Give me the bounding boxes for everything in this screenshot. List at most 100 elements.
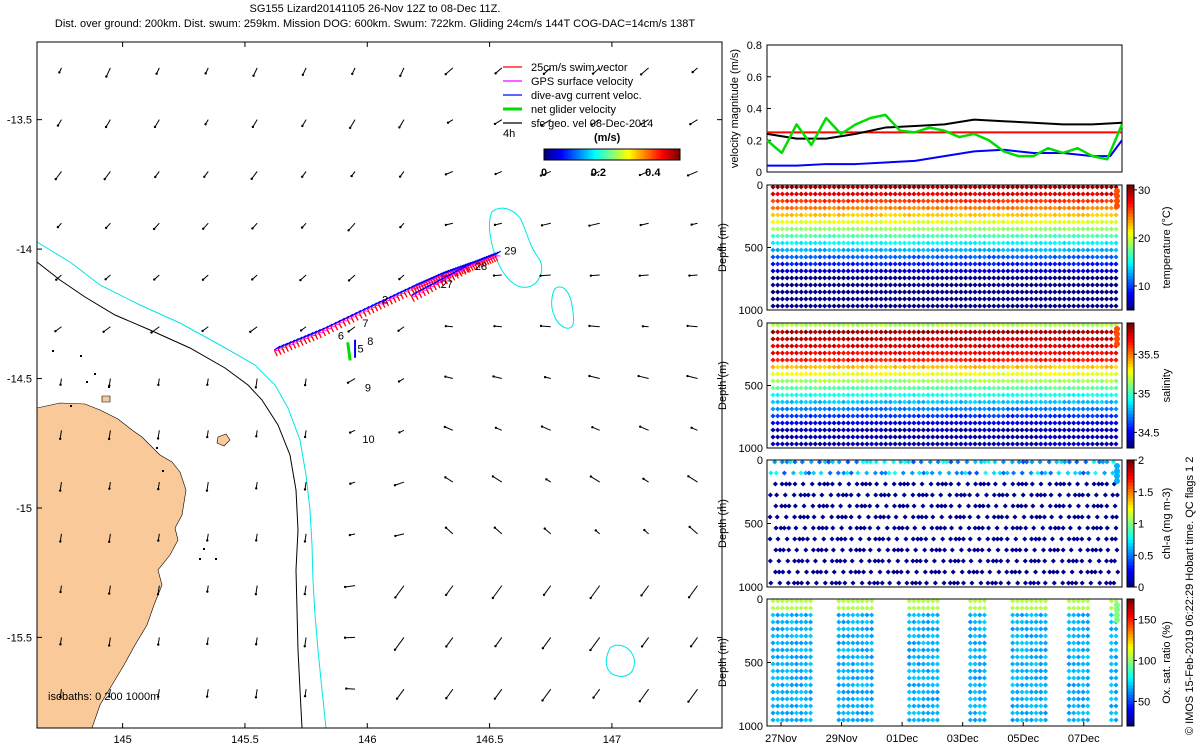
swim-vector [421,289,426,297]
profile-sample [1005,261,1011,267]
profile-sample [949,205,955,211]
geostrophic-arrow [108,533,111,542]
gps-vector [494,254,501,257]
colorbar-tick-label: 0.5 [1138,550,1153,562]
geostrophic-arrow [105,67,111,77]
profile-sample [1010,282,1016,288]
arrow-head [540,425,544,428]
arrow-head [640,594,643,597]
profile-sample [906,296,912,302]
colorbar-cell [1127,194,1134,198]
depth-tick-label: 1000 [739,305,763,317]
colorbar-cell [670,149,673,160]
arrow-head [397,329,400,332]
profile-sample [939,282,945,288]
colorbar-cell [1127,485,1134,490]
profile-sample [953,289,959,295]
arrow-head [54,330,57,333]
profile-sample [949,212,955,218]
profile-sample [911,191,917,197]
profile-sample [925,296,931,302]
profile-sample [803,261,809,267]
arrow-head [493,223,497,227]
profile-sample [869,261,875,267]
swim-vector [465,266,470,273]
day-label: 8 [367,336,373,348]
swim-vector [451,274,456,281]
arrow-head [444,526,448,529]
profile-sample [995,296,1002,302]
colorbar-cell [558,149,561,160]
dac-vector [284,340,292,347]
profile-sample [887,296,894,302]
velocity-frame [766,44,1123,173]
reef-contour [551,286,575,329]
arrow-head [640,645,644,648]
profile-sample [920,303,926,309]
arrow-head [156,593,160,596]
profile-sample [925,282,931,288]
arrow-head [201,227,205,231]
arrow-head [157,643,160,646]
colorbar-cell [1127,197,1134,202]
swim-vector [292,342,297,349]
colorbar-cell [592,149,595,160]
profile-sample [789,303,795,309]
swim-vector [273,349,278,357]
swim-vector [396,294,401,302]
profile-sample [864,275,870,281]
geostrophic-arrow [641,637,650,647]
profile-sample [934,296,940,302]
profile-sample [920,268,926,274]
colorbar-cell [1127,351,1134,355]
geostrophic-arrow [153,222,160,230]
arrow-head [105,75,108,78]
colorbar-cell [664,149,667,160]
arrow-head [153,125,157,129]
swim-vector [338,321,343,329]
profile-sample [972,289,978,295]
geostrophic-arrow [590,476,600,483]
profile-sample [836,282,842,288]
profile-sample [831,191,837,197]
arrow-head [592,696,595,699]
profile-sample [803,296,809,302]
arrow-head [59,695,62,699]
profile-sample [977,198,983,204]
colorbar-cell [1127,552,1134,556]
colorbar-tick-label: 35.5 [1138,349,1159,361]
colorbar-cell [1127,416,1134,421]
profile-sample [836,268,842,274]
profile-sample [883,233,889,239]
profile-sample [770,268,776,274]
colorbar-cell [1127,529,1134,534]
colorbar-cell [606,149,609,160]
colorbar-cell [550,149,553,160]
arrow-head [255,435,258,438]
profile-sample [789,275,795,281]
arrow-head [156,695,160,698]
arrow-head [156,437,160,440]
profile-sample [864,261,870,267]
profile-sample [902,282,908,288]
arrow-head [204,122,207,126]
profile-sample [911,233,917,239]
profile-sample [934,275,940,281]
arrow-head [204,72,207,75]
profile-sample [902,296,908,302]
depth-tick-label: 500 [745,381,763,393]
arrow-head [107,592,111,595]
colorbar-cell [650,149,653,160]
colorbar-cell [1127,288,1134,292]
arrow-head [56,124,60,127]
velocity-y-label: velocity magnitude (m/s) [729,49,741,168]
profile-sample [855,296,861,302]
arrow-head [398,277,401,281]
profile-sample [897,226,903,232]
profile-sample [902,261,908,267]
geostrophic-arrow [59,430,62,439]
profile-sample [925,268,931,274]
isobath-legend: isobaths: 0 200 1000m [48,691,159,703]
coastal-islet [203,548,205,550]
